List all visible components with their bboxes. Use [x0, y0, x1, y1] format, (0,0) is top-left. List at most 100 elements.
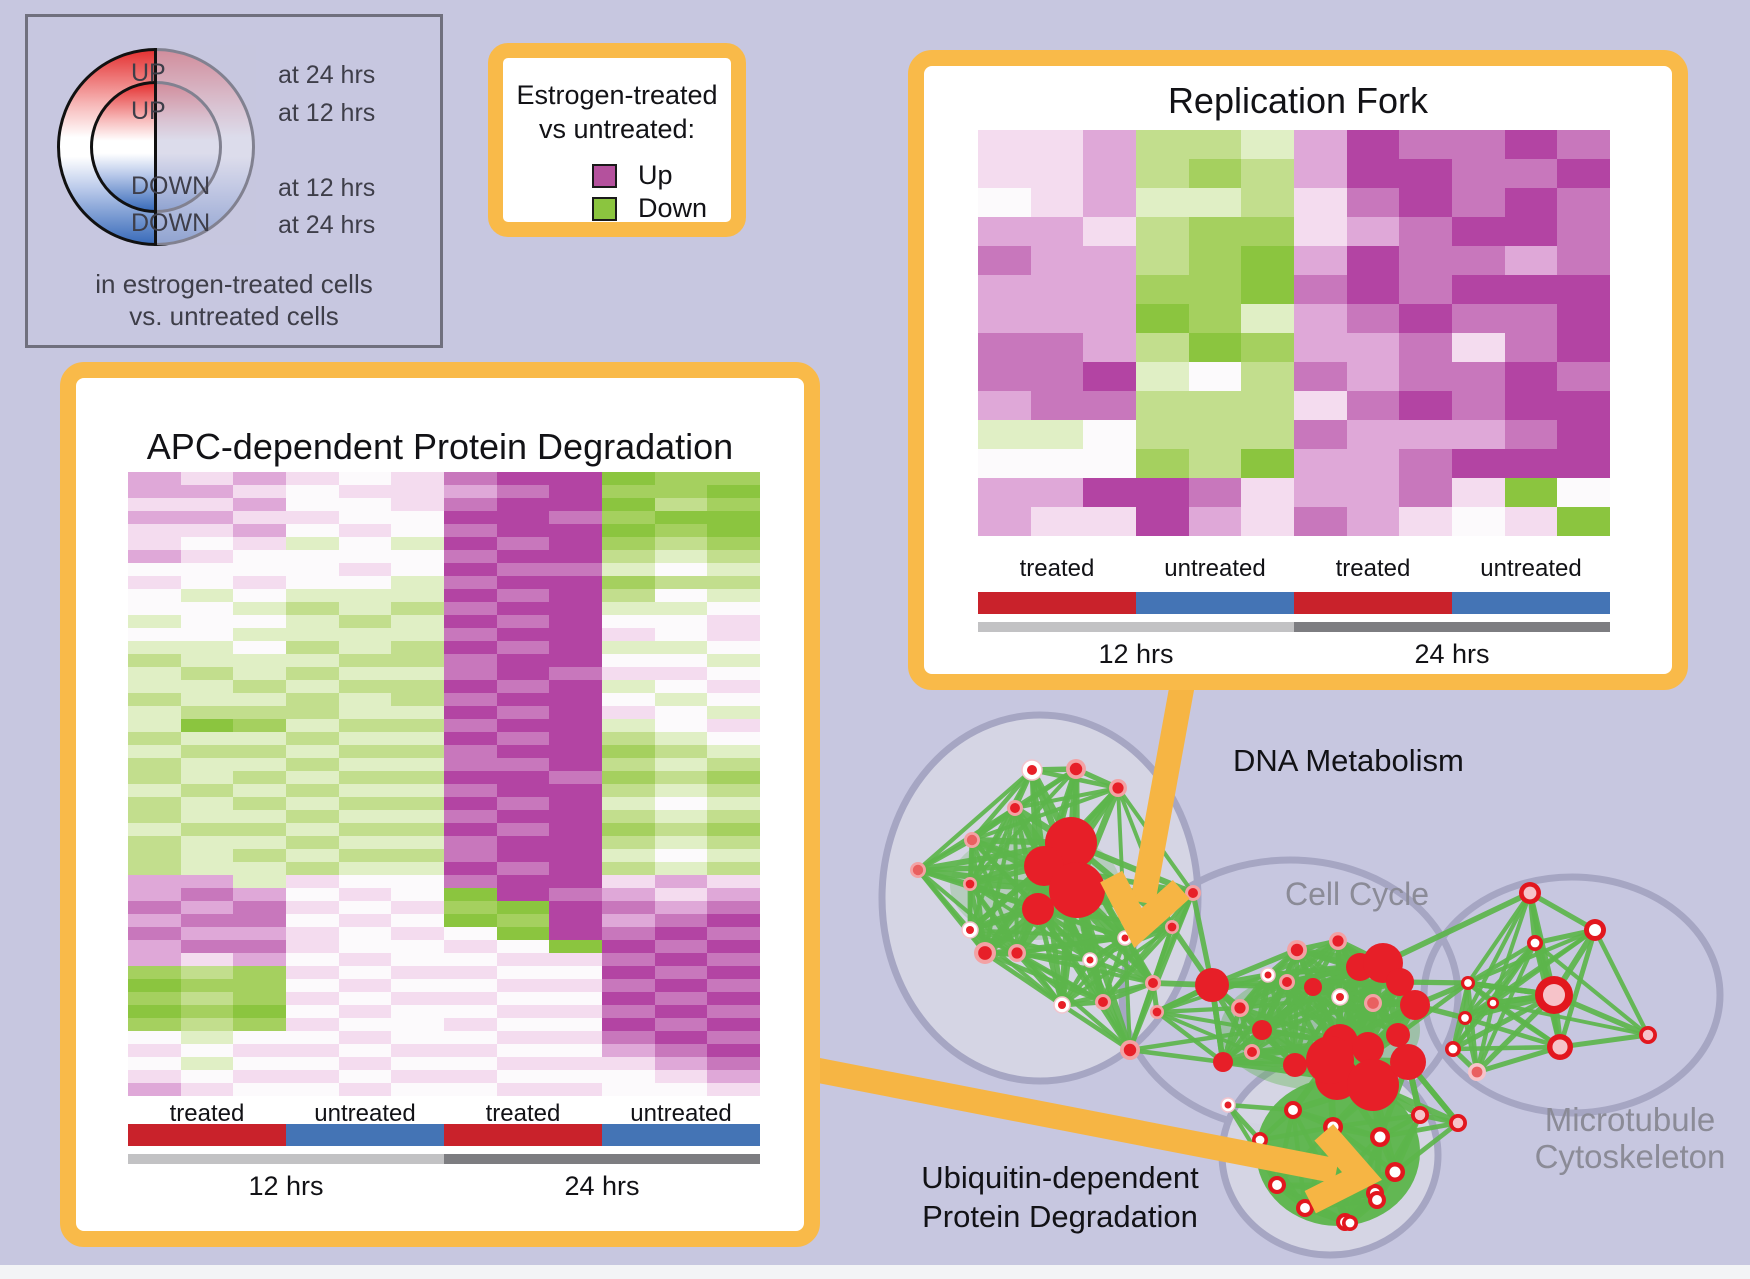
heatmap-cell — [338, 524, 392, 537]
heatmap-cell — [707, 654, 760, 667]
heatmap-cell — [1136, 275, 1189, 304]
heatmap-cell — [1557, 217, 1610, 246]
network-edge — [1259, 1000, 1376, 1033]
heatmap-cell — [444, 563, 497, 576]
heatmap-cell — [1399, 246, 1452, 275]
heatmap-cell — [549, 745, 602, 758]
network-node-r — [1300, 1203, 1310, 1213]
heatmap-cell — [180, 810, 234, 823]
heatmap-cell — [549, 1057, 602, 1070]
heatmap-cell — [496, 602, 550, 615]
heatmap-cell — [1557, 246, 1610, 275]
heatmap-cell — [654, 1083, 708, 1096]
heatmap-cell — [1399, 188, 1452, 217]
heatmap-cell — [496, 1005, 550, 1018]
heatmap-cell — [496, 1083, 550, 1096]
heatmap-cell — [444, 589, 497, 602]
heatmap-cell — [1504, 478, 1558, 507]
heatmap-cell — [338, 888, 392, 901]
network-node-rp — [1523, 886, 1537, 900]
heatmap-cell — [1083, 188, 1136, 217]
heatmap-cell — [391, 498, 444, 511]
heatmap-cell — [180, 641, 234, 654]
heatmap-cell — [654, 563, 708, 576]
network-edge — [1392, 1120, 1461, 1175]
heatmap-cell — [1557, 275, 1610, 304]
network-node-s — [1400, 990, 1430, 1020]
group-label-untreated-12: untreated — [314, 1100, 416, 1127]
heatmap-cell — [1346, 362, 1400, 391]
heatmap-cell — [1504, 159, 1558, 188]
network-node-r — [1345, 1218, 1355, 1228]
heatmap-cell — [391, 576, 444, 589]
heatmap-cell — [654, 667, 708, 680]
heatmap-cell — [391, 693, 444, 706]
network-edge — [982, 935, 1128, 956]
heatmap-cell — [654, 641, 708, 654]
heatmap-cell — [338, 654, 392, 667]
heatmap-cell — [602, 914, 655, 927]
heatmap-cell — [286, 836, 339, 849]
network-node-sp — [1152, 1007, 1162, 1017]
heatmap-cell — [549, 485, 602, 498]
heatmap-cell — [1346, 507, 1400, 536]
network-node-rp — [1542, 983, 1566, 1007]
heatmap-cell — [233, 680, 286, 693]
heatmap-cell — [496, 927, 550, 940]
heatmap-cell — [707, 680, 760, 693]
heatmap-cell — [286, 472, 339, 485]
heatmap-cell — [128, 485, 181, 498]
heatmap-cell — [654, 836, 708, 849]
heatmap-cell — [233, 1083, 286, 1096]
heatmap-cell — [338, 706, 392, 719]
heatmap-cell — [707, 888, 760, 901]
heatmap-cell — [1241, 362, 1294, 391]
time-label-12hrs: 12 hrs — [248, 1171, 324, 1201]
heatmap-cell — [233, 979, 286, 992]
heatmap-cell — [128, 472, 181, 485]
network-edge — [982, 950, 1065, 1008]
heatmap-cell — [1188, 478, 1242, 507]
heatmap-cell — [233, 693, 286, 706]
heatmap-cell — [549, 654, 602, 667]
heatmap-cell — [602, 602, 655, 615]
heatmap-cell — [654, 888, 708, 901]
heatmap-cell — [338, 1070, 392, 1083]
heatmap-cell — [707, 875, 760, 888]
heatmap-cell — [496, 940, 550, 953]
heatmap-cell — [1294, 217, 1347, 246]
heatmap-cell — [602, 1083, 655, 1096]
heatmap-cell — [444, 849, 497, 862]
heatmap-cell — [978, 507, 1031, 536]
heatmap-cell — [180, 563, 234, 576]
heatmap-cell — [444, 680, 497, 693]
ring-caption-line2: vs. untreated cells — [129, 301, 339, 331]
treatment-bar — [1452, 592, 1610, 614]
heatmap-cell — [286, 927, 339, 940]
network-node-sp — [1069, 762, 1083, 776]
heatmap-cell — [654, 862, 708, 875]
cell-cycle-label: Cell Cycle — [1284, 876, 1430, 912]
heatmap-cell — [180, 576, 234, 589]
network-node-w — [1264, 971, 1272, 979]
heatmap-cell — [1136, 420, 1189, 449]
treatment-bar — [978, 592, 1136, 614]
heatmap-cell — [1030, 275, 1084, 304]
network-node-s — [1283, 1053, 1307, 1077]
apc-panel: APC-dependent Protein Degradation treate… — [60, 362, 820, 1247]
heatmap-cell — [1241, 333, 1294, 362]
heatmap-cell — [602, 654, 655, 667]
heatmap-cell — [444, 745, 497, 758]
heatmap-cell — [1188, 391, 1242, 420]
heatmap-cell — [602, 966, 655, 979]
heatmap-cell — [1188, 507, 1242, 536]
updown-legend-box: Estrogen-treated vs untreated: Up Down — [488, 43, 746, 237]
heatmap-cell — [707, 1070, 760, 1083]
heatmap-cell — [128, 641, 181, 654]
heatmap-cell — [602, 732, 655, 745]
heatmap-cell — [549, 1005, 602, 1018]
heatmap-cell — [1083, 217, 1136, 246]
heatmap-cell — [180, 1070, 234, 1083]
heatmap-cell — [654, 719, 708, 732]
heatmap-cell — [444, 810, 497, 823]
